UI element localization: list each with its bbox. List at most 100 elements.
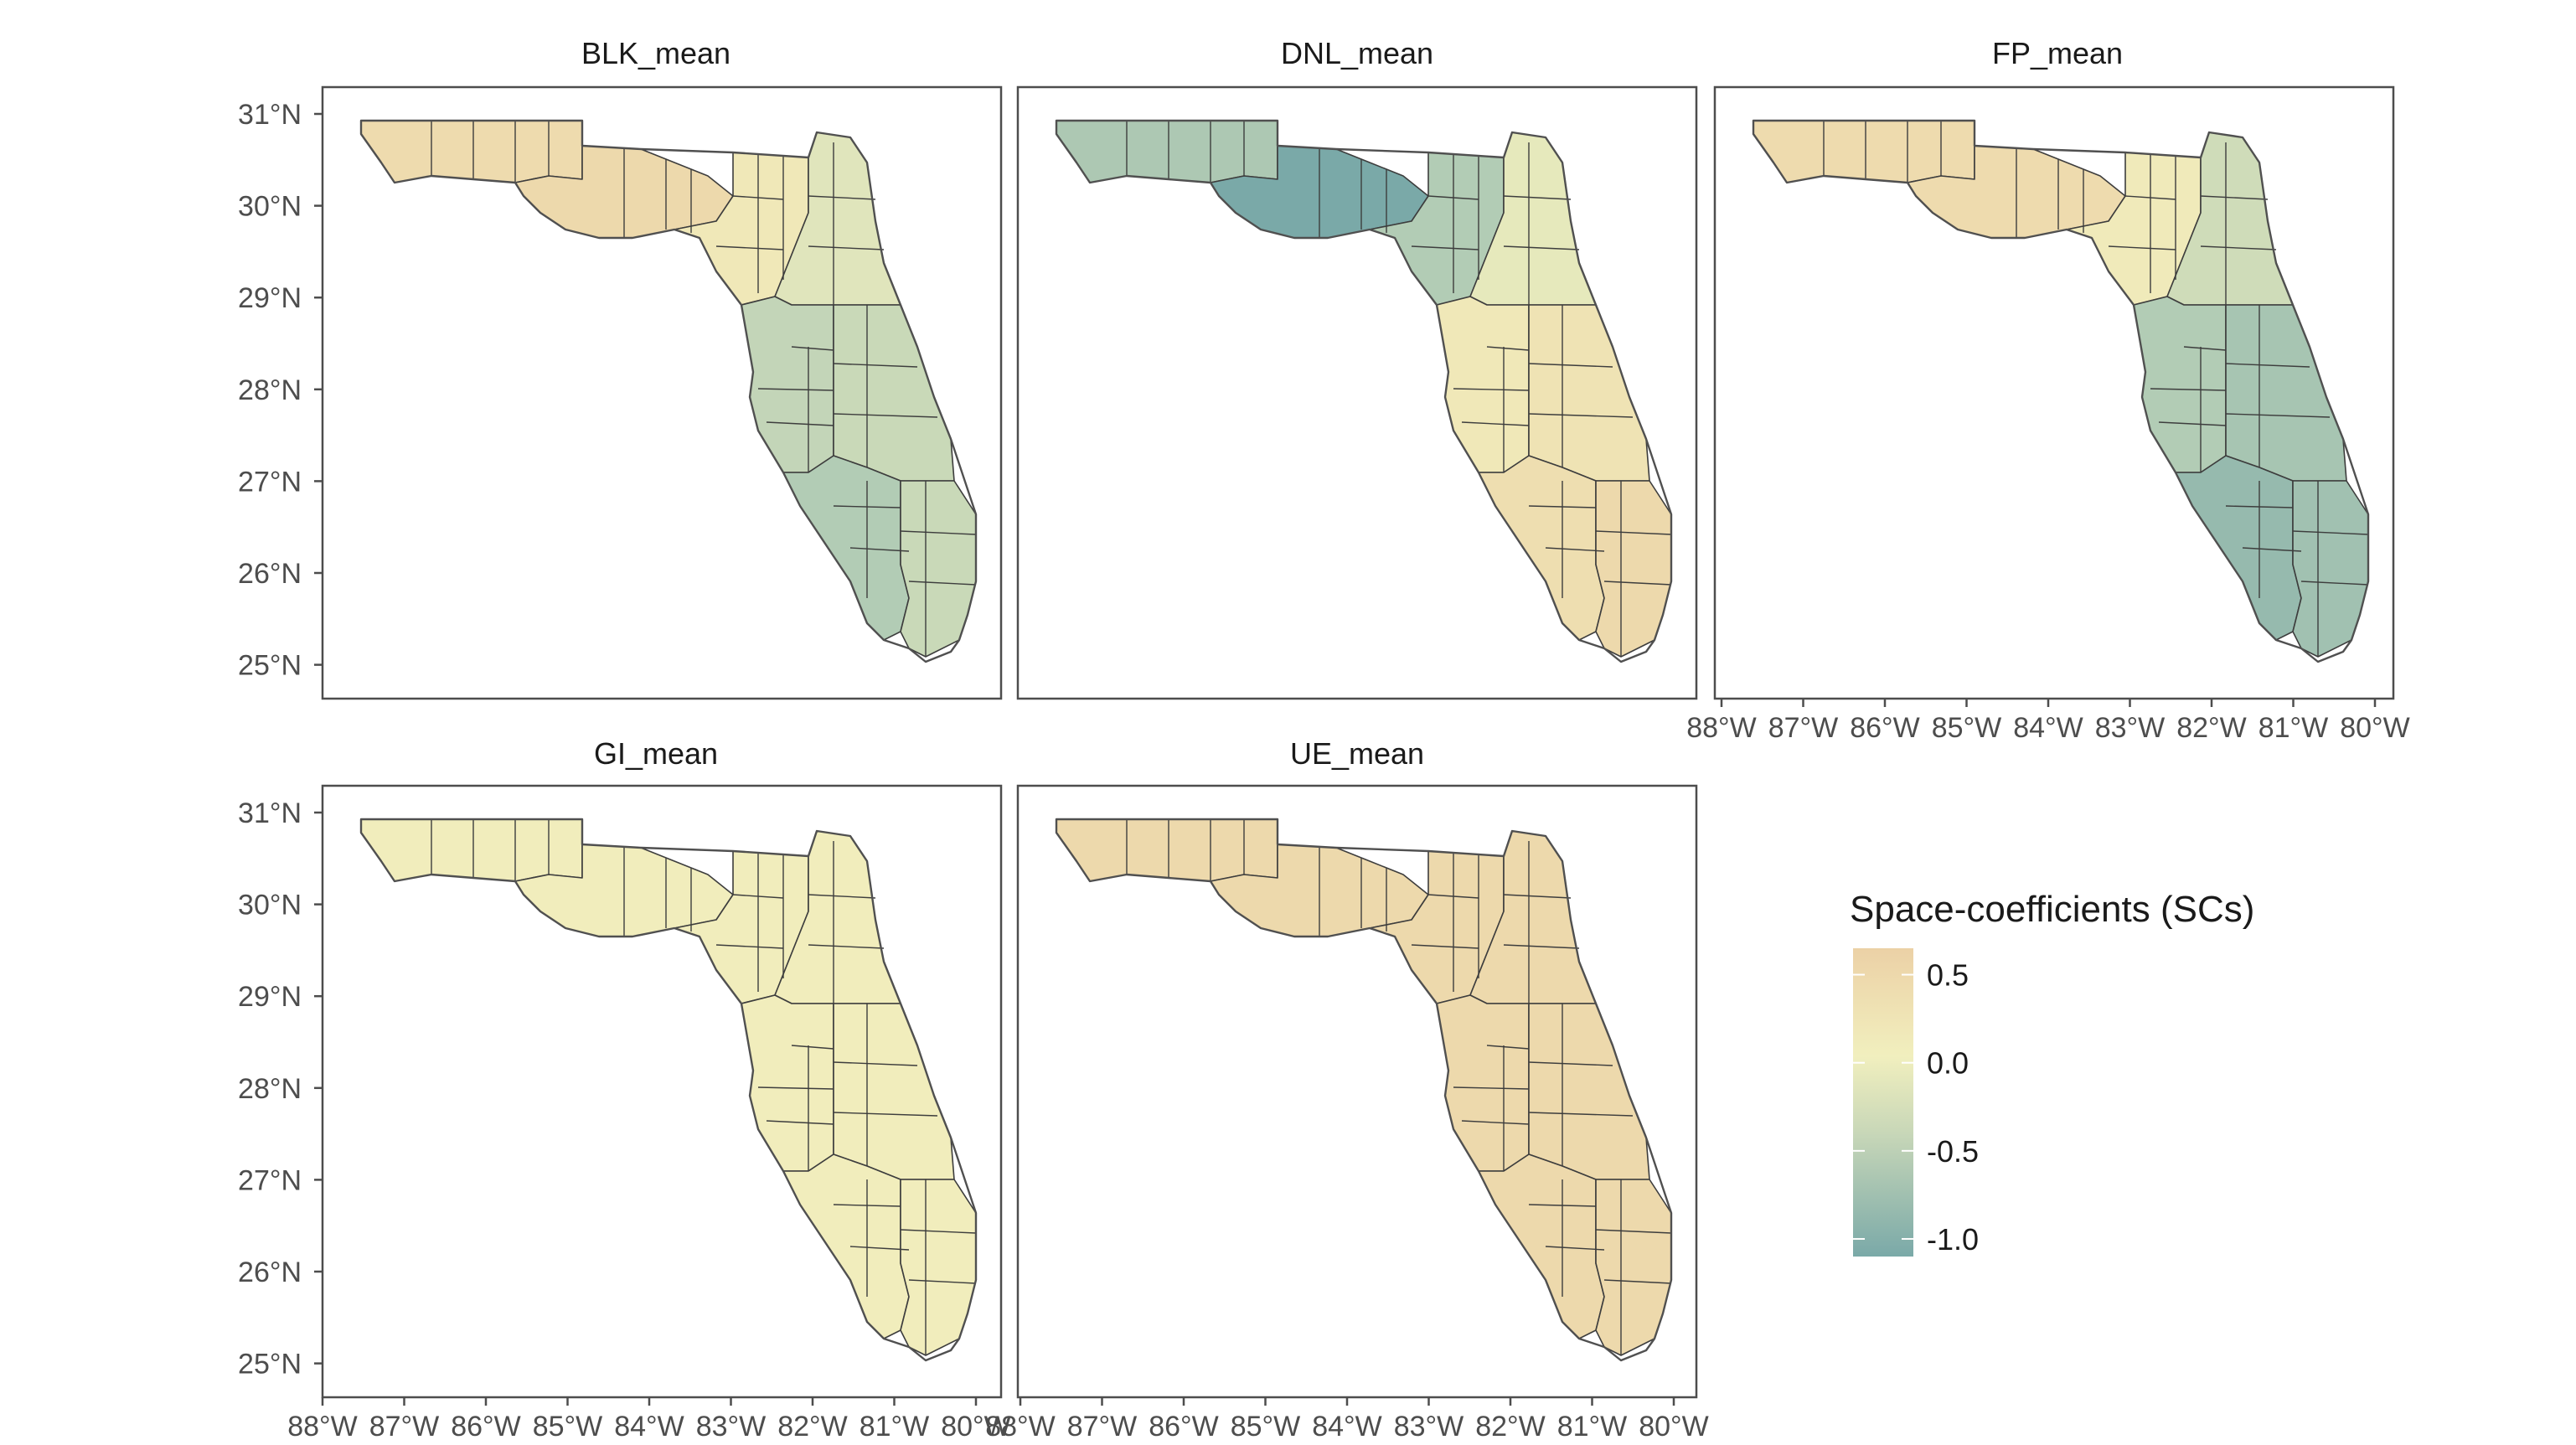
x-tick-label: 88°W bbox=[985, 1411, 1056, 1442]
county-boundary bbox=[1486, 346, 1530, 351]
county-boundary bbox=[2300, 581, 2369, 586]
county-region-central-east bbox=[833, 304, 955, 482]
county-boundary bbox=[1528, 1112, 1634, 1117]
county-boundary bbox=[1528, 413, 1634, 418]
map-panel-dnl bbox=[1016, 85, 1698, 700]
county-region-central-west bbox=[2133, 296, 2227, 473]
county-region-south-west bbox=[782, 455, 910, 641]
county-boundary bbox=[1595, 530, 1672, 535]
longitude-axis-ue: 88°W 87°W 86°W 85°W 84°W 83°W 82°W 81°W 80°W bbox=[985, 1397, 1709, 1442]
y-tick-label: 29°N bbox=[238, 282, 302, 314]
county-region-central-west bbox=[741, 994, 834, 1172]
county-boundary bbox=[833, 363, 918, 368]
x-tick-label: 85°W bbox=[1231, 1411, 1301, 1442]
county-boundary bbox=[908, 581, 977, 586]
county-boundary bbox=[908, 1279, 977, 1284]
county-region-central-east bbox=[833, 1003, 955, 1180]
x-tick-label: 81°W bbox=[1557, 1411, 1628, 1442]
x-tick-label: 83°W bbox=[2095, 712, 2166, 744]
legend-label: -0.5 bbox=[1927, 1134, 1979, 1169]
y-tick-label: 31°N bbox=[238, 797, 302, 829]
y-tick-label: 29°N bbox=[238, 981, 302, 1013]
legend-ticks: 0.5 0.0 -0.5 -1.0 bbox=[1853, 958, 1979, 1257]
map-panel-blk bbox=[321, 85, 1003, 700]
county-region-central-west bbox=[1436, 994, 1530, 1172]
x-tick-label: 85°W bbox=[533, 1411, 603, 1442]
x-tick-label: 84°W bbox=[1312, 1411, 1382, 1442]
x-tick-label: 84°W bbox=[614, 1411, 684, 1442]
x-tick-label: 88°W bbox=[287, 1411, 358, 1442]
county-boundary bbox=[1603, 581, 1672, 586]
x-tick-label: 86°W bbox=[1850, 712, 1920, 744]
county-boundary bbox=[1453, 388, 1530, 391]
x-tick-label: 87°W bbox=[369, 1411, 440, 1442]
panel-frame bbox=[1016, 784, 1698, 1399]
county-region-central-east bbox=[2225, 304, 2347, 482]
map-panels bbox=[321, 85, 2395, 1399]
county-boundary bbox=[1545, 1246, 1605, 1251]
county-boundary bbox=[757, 1086, 834, 1090]
county-boundary bbox=[791, 346, 834, 351]
county-region-south-east bbox=[900, 1179, 977, 1356]
county-boundary bbox=[833, 1112, 938, 1117]
y-tick-label: 28°N bbox=[238, 1073, 302, 1105]
county-boundary bbox=[766, 1120, 834, 1125]
legend: Space-coefficients (SCs) 0.5 0.0 -0.5 -1.0 bbox=[1850, 889, 2254, 1257]
county-region-south-east bbox=[2292, 480, 2369, 658]
x-tick-label: 80°W bbox=[1639, 1411, 1709, 1442]
county-boundary bbox=[2200, 245, 2277, 250]
florida-outline bbox=[1055, 818, 1673, 1362]
county-boundary bbox=[2225, 413, 2331, 418]
county-boundary bbox=[849, 547, 910, 552]
x-tick-label: 85°W bbox=[1932, 712, 2002, 744]
panel-title-dnl: DNL_mean bbox=[1281, 36, 1433, 70]
map-panel-ue bbox=[1016, 784, 1698, 1399]
florida-outline bbox=[359, 119, 978, 663]
legend-label: 0.0 bbox=[1927, 1046, 1969, 1081]
county-boundary bbox=[1427, 894, 1479, 899]
county-boundary bbox=[833, 1061, 918, 1066]
y-tick-label: 30°N bbox=[238, 191, 302, 223]
county-boundary bbox=[900, 1229, 977, 1234]
county-boundary bbox=[757, 388, 834, 391]
x-tick-label: 86°W bbox=[451, 1411, 521, 1442]
county-boundary bbox=[1603, 1279, 1672, 1284]
y-tick-label: 31°N bbox=[238, 99, 302, 131]
florida-outline bbox=[1055, 119, 1673, 663]
county-boundary bbox=[1528, 363, 1613, 368]
county-boundary bbox=[715, 944, 784, 949]
county-region-central-west bbox=[1436, 296, 1530, 473]
x-tick-label: 82°W bbox=[1475, 1411, 1546, 1442]
x-tick-label: 82°W bbox=[777, 1411, 848, 1442]
county-boundary bbox=[1595, 1229, 1672, 1234]
x-tick-label: 81°W bbox=[2259, 712, 2329, 744]
florida-outline bbox=[1752, 119, 2370, 663]
county-region-south-east bbox=[1595, 1179, 1672, 1356]
county-boundary bbox=[1503, 245, 1580, 250]
county-region-south-east bbox=[900, 480, 977, 658]
y-tick-label: 28°N bbox=[238, 374, 302, 406]
panel-frame bbox=[1713, 85, 2395, 700]
county-region-south-west bbox=[1478, 455, 1605, 641]
x-tick-label: 88°W bbox=[1686, 712, 1757, 744]
county-region-south-west bbox=[1478, 1153, 1605, 1339]
county-boundary bbox=[2158, 421, 2227, 426]
florida-outline bbox=[359, 818, 978, 1362]
y-tick-label: 27°N bbox=[238, 1164, 302, 1196]
x-tick-label: 83°W bbox=[696, 1411, 767, 1442]
county-boundary bbox=[849, 1246, 910, 1251]
panel-title-blk: BLK_mean bbox=[581, 36, 730, 70]
county-boundary bbox=[2150, 388, 2227, 391]
county-boundary bbox=[2242, 547, 2302, 552]
county-boundary bbox=[1503, 894, 1572, 899]
county-boundary bbox=[732, 894, 784, 899]
panel-frame bbox=[321, 784, 1003, 1399]
map-panel-fp bbox=[1713, 85, 2395, 700]
legend-label: 0.5 bbox=[1927, 958, 1969, 993]
county-boundary bbox=[900, 530, 977, 535]
county-boundary bbox=[2292, 530, 2369, 535]
county-boundary bbox=[808, 894, 876, 899]
county-boundary bbox=[2108, 245, 2176, 250]
panel-frame bbox=[1016, 85, 1698, 700]
panel-title-fp: FP_mean bbox=[1992, 36, 2123, 70]
